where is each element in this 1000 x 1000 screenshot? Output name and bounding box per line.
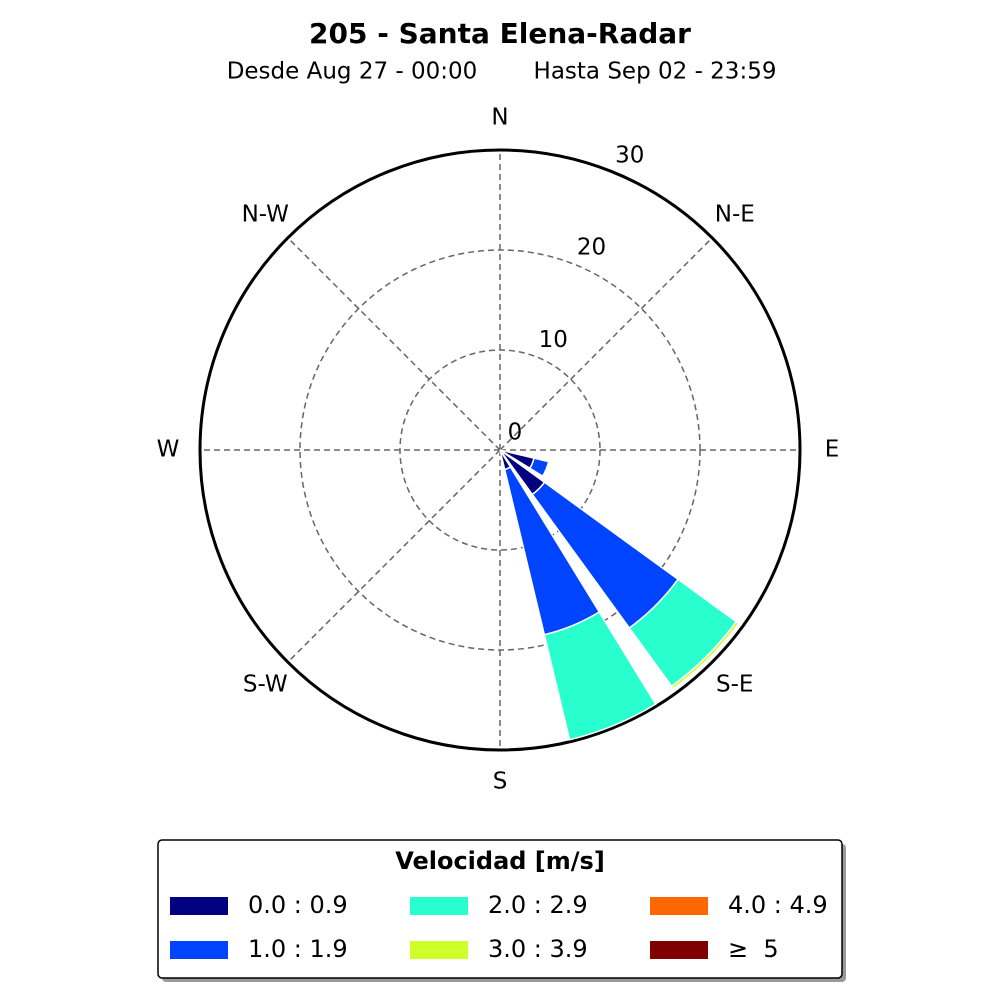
radial-tick-label: 10 [539,327,568,353]
chart-subtitle: Hasta Sep 02 - 23:59 [534,59,777,85]
wedge [543,610,657,741]
wedge [528,457,550,478]
legend-label: 4.0 : 4.9 [728,891,828,919]
radial-tick-label: 20 [577,235,606,261]
legend-swatch [410,941,468,959]
legend-label: 3.0 : 3.9 [488,935,588,963]
legend-swatch [170,897,228,915]
direction-label: S-W [243,671,288,697]
direction-label: S [493,769,508,795]
radial-tick-label: 30 [615,142,644,168]
legend-label: ≥ 5 [728,935,779,963]
spoke [287,449,501,663]
radial-tick-label: 0 [508,420,523,446]
legend-swatch [170,941,228,959]
grid-ring [299,249,701,651]
legend-label: 1.0 : 1.9 [248,935,348,963]
direction-label: N [491,105,508,131]
spoke [287,237,501,451]
axis-circle [198,148,802,752]
legend-label: 2.0 : 2.9 [488,891,588,919]
legend-title: Velocidad [m/s] [395,847,605,875]
legend-swatch [650,941,708,959]
chart-subtitle: Desde Aug 27 - 00:00 [227,59,478,85]
wedge [670,620,740,690]
legend-swatch [410,897,468,915]
direction-label: N-E [715,202,755,228]
grid-ring [399,349,601,551]
direction-label: W [157,437,180,463]
direction-label: S-E [716,671,753,697]
legend-swatch [650,897,708,915]
chart-title: 205 - Santa Elena-Radar [309,17,691,50]
direction-label: N-W [242,202,289,228]
direction-label: E [825,437,840,463]
spoke [499,237,713,451]
legend-label: 0.0 : 0.9 [248,891,348,919]
